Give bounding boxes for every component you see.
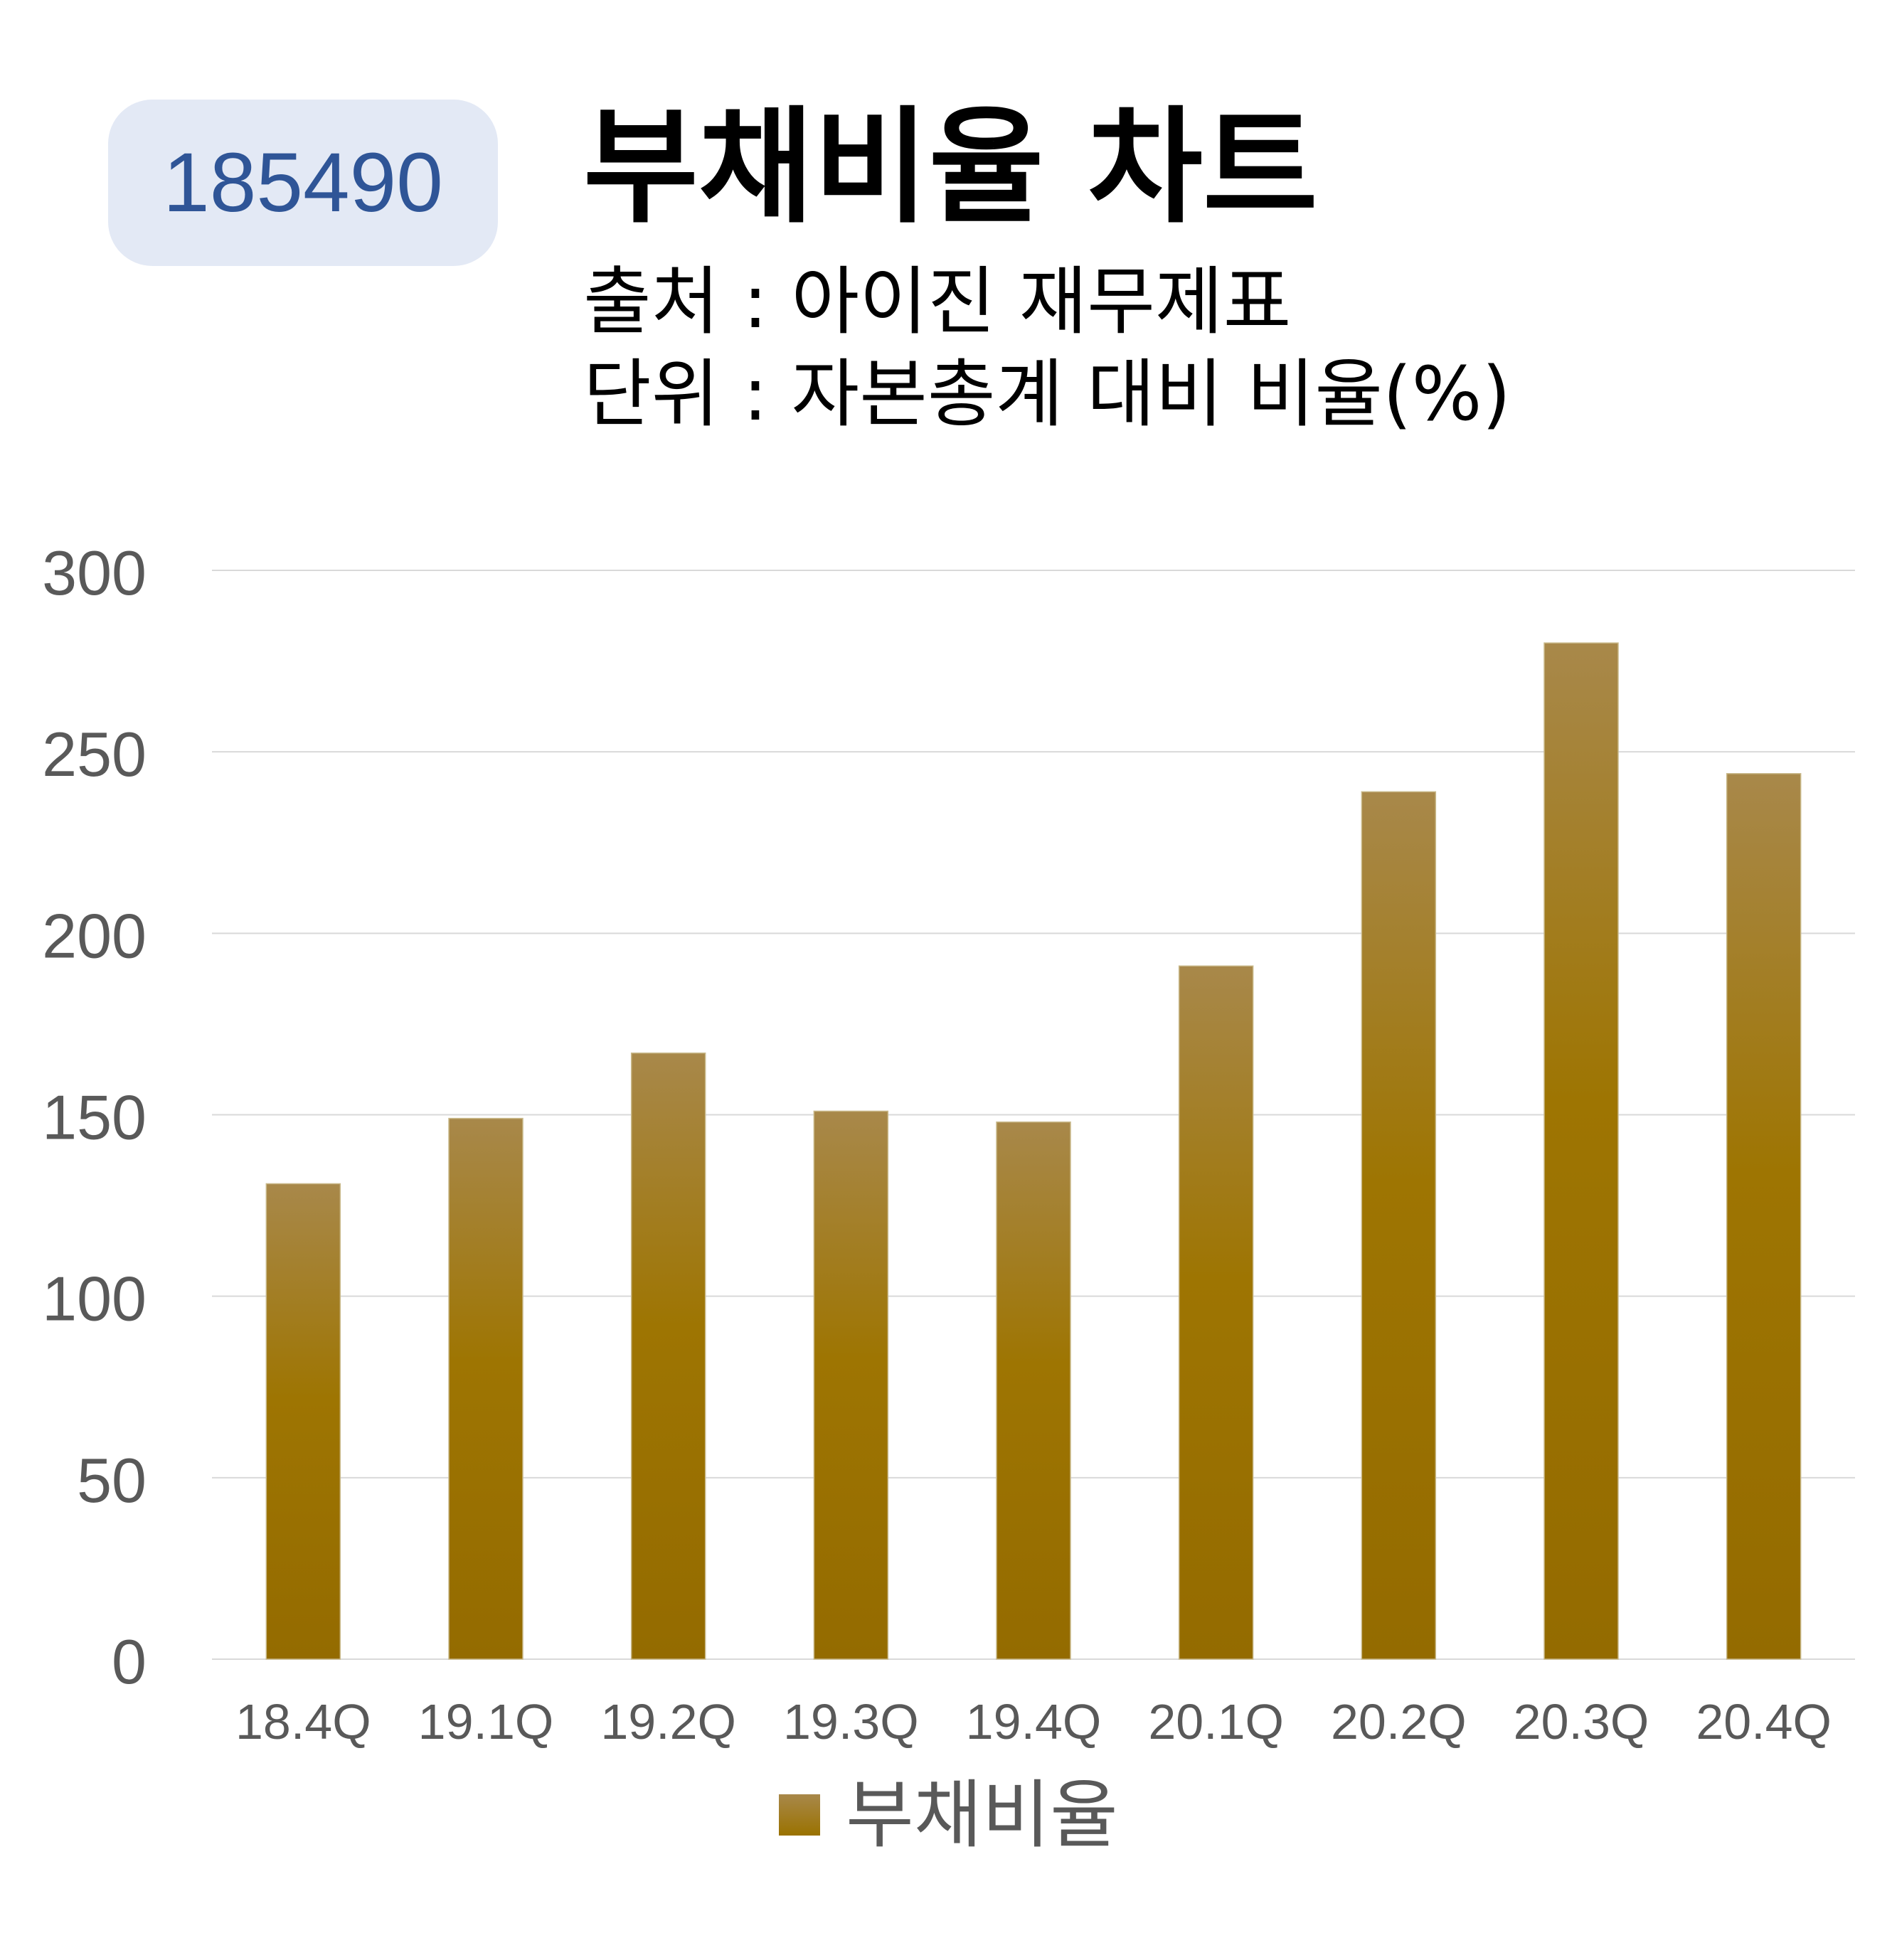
x-tick-label: 20.1Q [1148, 1694, 1284, 1749]
y-tick-label: 200 [42, 900, 147, 971]
bar [813, 1110, 889, 1660]
legend-label: 부채비율 [846, 1772, 1118, 1858]
bar [996, 1121, 1071, 1660]
bar [1726, 773, 1802, 1660]
legend: 부채비율 [0, 1778, 1897, 1852]
y-tick-label: 300 [42, 538, 147, 608]
y-tick-label: 0 [112, 1626, 147, 1697]
x-tick-label: 19.3Q [783, 1694, 919, 1749]
x-tick-label: 19.4Q [966, 1694, 1102, 1749]
stock-code-badge: 185490 [108, 100, 498, 266]
source-text: 출처 : 아이진 재무제표 [583, 258, 1292, 345]
chart-title: 부채비율 차트 [583, 95, 1318, 240]
unit-text: 단위 : 자본총계 대비 비율(%) [583, 351, 1511, 437]
y-tick-label: 150 [42, 1082, 147, 1153]
x-tick-label: 18.4Q [235, 1694, 371, 1749]
x-tick-label: 19.2Q [600, 1694, 736, 1749]
x-tick-label: 20.4Q [1696, 1694, 1832, 1749]
legend-swatch [779, 1794, 821, 1836]
bar [265, 1183, 341, 1660]
bar [630, 1052, 706, 1660]
bar-chart: 0 50 100 150 200 250 300 18.4Q 19.1Q 19.2Q 19.3Q 1… [42, 538, 1855, 1749]
y-tick-label: 250 [42, 719, 147, 789]
x-tick-label: 20.2Q [1331, 1694, 1467, 1749]
bar [1178, 965, 1254, 1660]
bar [1361, 791, 1437, 1660]
y-tick-label: 50 [77, 1445, 147, 1516]
x-tick-label: 19.1Q [418, 1694, 554, 1749]
y-tick-label: 100 [42, 1264, 147, 1334]
bar [1543, 642, 1619, 1660]
x-tick-label: 20.3Q [1514, 1694, 1649, 1749]
bar [448, 1117, 524, 1660]
